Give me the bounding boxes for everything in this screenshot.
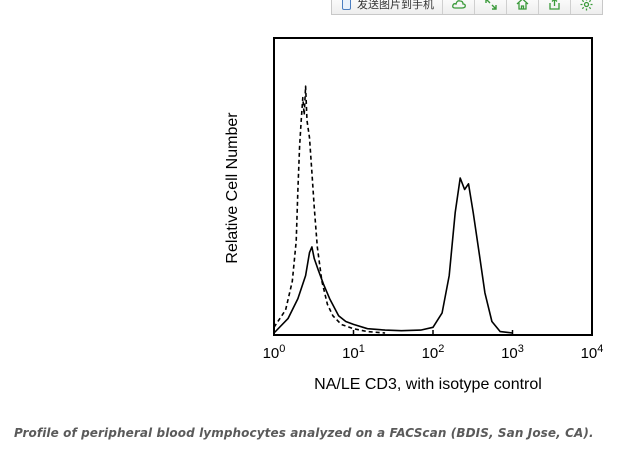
x-tick-label: 100	[263, 343, 286, 362]
histogram-chart: 100 101 102 103 104 Relative Cell Number NA/…	[224, 37, 604, 393]
figure-caption: Profile of peripheral blood lymphocytes …	[14, 426, 594, 440]
share-button[interactable]	[539, 0, 571, 14]
phone-icon	[342, 0, 351, 10]
image-toolbar: 发送图片到手机	[331, 0, 603, 15]
x-tick-label: 102	[422, 343, 445, 362]
plot-frame	[273, 37, 593, 336]
y-axis-label: Relative Cell Number	[224, 112, 241, 264]
x-tick-label: 101	[342, 343, 365, 362]
x-axis-label: NA/LE CD3, with isotype control	[314, 376, 542, 393]
send-to-phone-button[interactable]: 发送图片到手机	[332, 0, 443, 14]
expand-icon	[484, 0, 497, 10]
expand-button[interactable]	[475, 0, 507, 14]
series-2-solid-line	[273, 177, 513, 334]
settings-button[interactable]	[571, 0, 602, 14]
home-button[interactable]	[507, 0, 539, 14]
series-1-dashed-line	[273, 85, 386, 334]
cloud-button[interactable]	[443, 0, 475, 14]
send-to-phone-label: 发送图片到手机	[357, 0, 434, 11]
share-icon	[549, 0, 560, 10]
cloud-icon	[451, 0, 466, 9]
x-tick-label: 104	[581, 343, 604, 362]
x-tick-label: 103	[501, 343, 524, 362]
settings-icon	[580, 0, 593, 10]
home-icon	[516, 0, 529, 10]
